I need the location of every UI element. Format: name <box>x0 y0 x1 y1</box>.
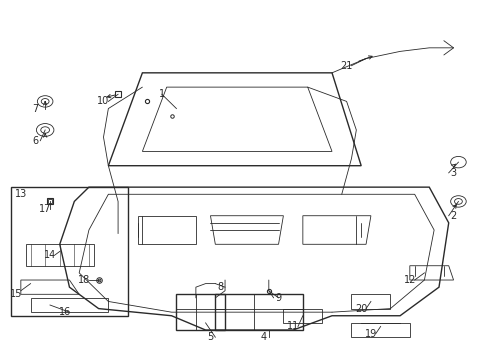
Text: 13: 13 <box>15 189 27 199</box>
Text: 18: 18 <box>78 275 90 285</box>
Text: 15: 15 <box>10 289 22 299</box>
Text: 6: 6 <box>32 136 39 146</box>
Text: 8: 8 <box>217 282 223 292</box>
Text: 16: 16 <box>59 307 71 317</box>
Text: 14: 14 <box>44 250 56 260</box>
Text: 10: 10 <box>97 96 109 107</box>
Text: 5: 5 <box>207 332 213 342</box>
Text: 19: 19 <box>364 329 376 339</box>
Text: 20: 20 <box>354 303 366 314</box>
Text: 7: 7 <box>32 104 39 113</box>
Text: 3: 3 <box>449 168 456 178</box>
Text: 17: 17 <box>39 203 51 213</box>
Text: 21: 21 <box>340 61 352 71</box>
Text: 11: 11 <box>286 321 299 332</box>
Text: 2: 2 <box>449 211 456 221</box>
Text: 12: 12 <box>403 275 415 285</box>
Text: 9: 9 <box>275 293 281 303</box>
Text: 4: 4 <box>261 332 266 342</box>
Text: 1: 1 <box>159 89 164 99</box>
